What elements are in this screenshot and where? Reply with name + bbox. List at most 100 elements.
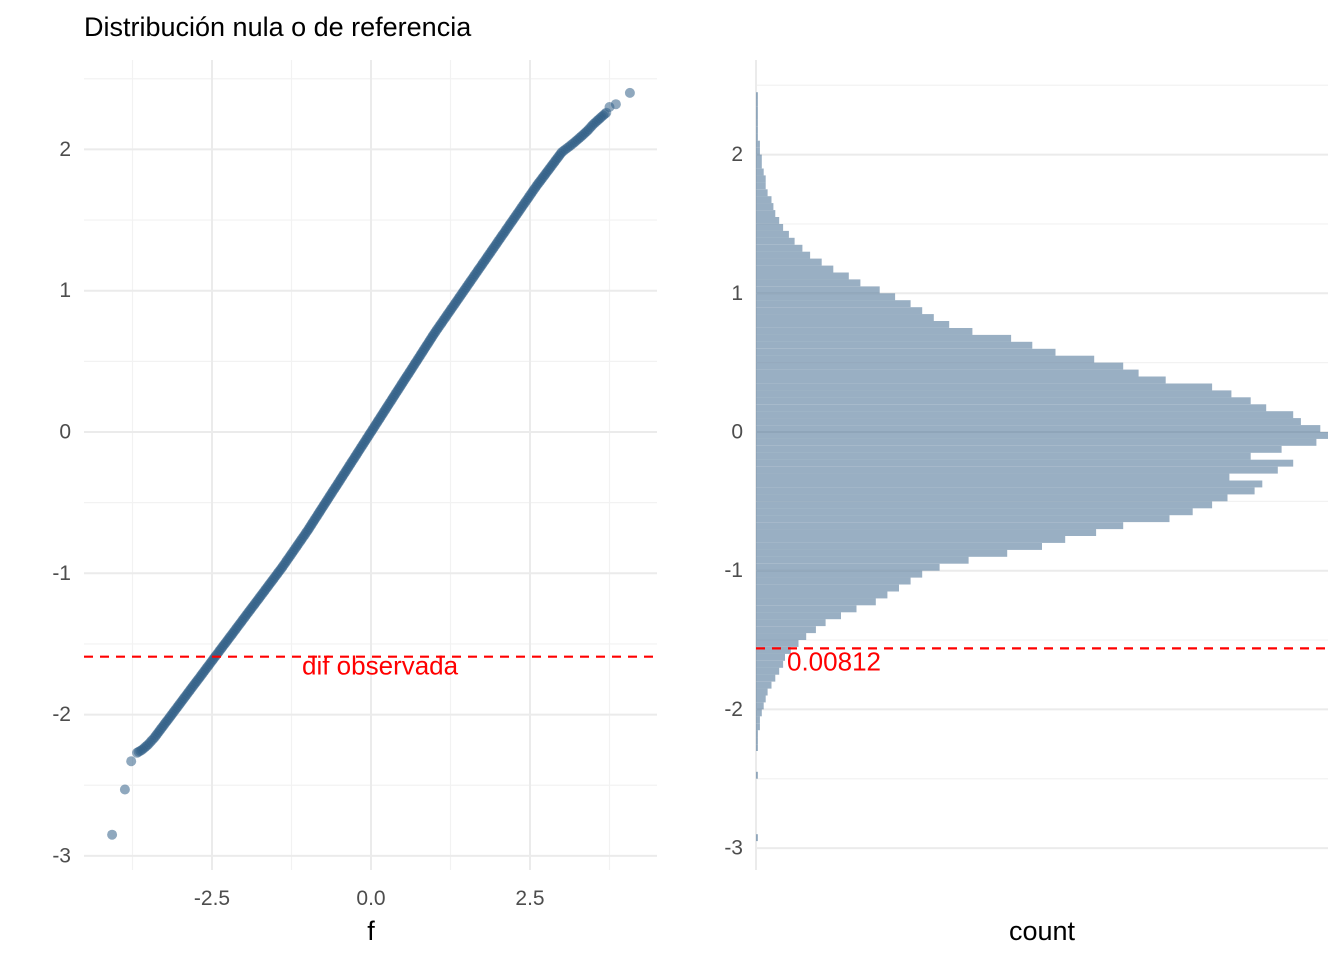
- histogram-bar: [756, 383, 1213, 391]
- histogram-bar: [756, 126, 758, 134]
- chart-title: Distribución nula o de referencia: [84, 12, 472, 42]
- histogram-bar: [756, 106, 758, 113]
- histogram-bar: [756, 737, 758, 744]
- scatter-y-tick-label: -3: [52, 844, 71, 867]
- histogram-bar: [756, 515, 1170, 523]
- histogram-y-tick-label: -1: [724, 559, 743, 582]
- scatter-x-tick-label: 0.0: [356, 887, 385, 910]
- histogram-bar: [756, 577, 911, 585]
- histogram-bar: [756, 251, 811, 259]
- histogram-bar: [756, 563, 940, 571]
- scatter-y-ticks: 2 1 0 -1 -2 -3: [52, 138, 71, 868]
- histogram-bar: [756, 570, 923, 578]
- histogram-bar: [756, 681, 772, 689]
- histogram-bar: [756, 716, 760, 724]
- scatter-points: [107, 87, 635, 840]
- scatter-y-tick-label: 1: [59, 279, 71, 302]
- histogram-bar: [756, 244, 803, 252]
- histogram-bar: [756, 536, 1066, 543]
- histogram-bar: [756, 612, 841, 620]
- observed-value-label: 0.00812: [787, 646, 881, 676]
- histogram-y-tick-label: -3: [724, 837, 743, 860]
- scatter-x-ticks: -2.5 0.0 2.5: [194, 887, 545, 910]
- scatter-point: [610, 99, 621, 110]
- histogram-bar: [756, 99, 758, 106]
- histogram-bar: [756, 161, 762, 169]
- histogram-bar: [756, 660, 784, 668]
- histogram-bar: [756, 674, 776, 682]
- histogram-bar: [756, 119, 758, 127]
- histogram-bar: [756, 362, 1124, 370]
- histogram-bar: [756, 744, 758, 751]
- histogram-bar: [756, 355, 1095, 363]
- histogram-bar: [756, 438, 1317, 446]
- histogram-bar: [756, 286, 880, 294]
- scatter-x-tick-label: -2.5: [194, 887, 230, 910]
- histogram-bar: [756, 432, 1328, 439]
- histogram-bar: [756, 501, 1213, 509]
- histogram-bar: [756, 619, 826, 627]
- scatter-y-tick-label: 0: [59, 421, 71, 444]
- histogram-bar: [756, 667, 780, 675]
- histogram-bar: [756, 390, 1232, 398]
- scatter-point: [624, 87, 635, 98]
- histogram-bar: [756, 584, 899, 592]
- histogram-bar: [756, 203, 774, 210]
- histogram-panel: 0.00812 2 1 0 -1 -2 -3 count: [724, 60, 1328, 946]
- histogram-bar: [756, 140, 760, 148]
- scatter-y-tick-label: -2: [52, 703, 71, 726]
- scatter-y-tick-label: -1: [52, 562, 71, 585]
- histogram-bar: [756, 314, 934, 321]
- histogram-bar: [756, 307, 923, 315]
- histogram-y-tick-label: 0: [731, 421, 743, 444]
- histogram-bar: [756, 258, 822, 266]
- histogram-bar: [756, 640, 799, 647]
- histogram-bar: [756, 556, 969, 564]
- histogram-bar: [756, 321, 950, 328]
- histogram-bar: [756, 730, 758, 738]
- histogram-bar: [756, 543, 1042, 550]
- histogram-bar: [756, 695, 766, 703]
- histogram-bar: [756, 133, 758, 141]
- histogram-bar: [756, 549, 1008, 557]
- histogram-bar: [756, 175, 766, 183]
- histogram-bar: [756, 633, 807, 640]
- scatter-y-tick-label: 2: [59, 138, 71, 161]
- histogram-bar: [756, 411, 1294, 419]
- histogram-bar: [756, 425, 1321, 432]
- histogram-bar: [756, 445, 1282, 453]
- histogram-bar: [756, 480, 1263, 488]
- histogram-bar: [756, 293, 896, 301]
- histogram-bar: [756, 494, 1228, 502]
- histogram-bar: [756, 508, 1193, 516]
- scatter-point: [119, 784, 130, 795]
- scatter-x-tick-label: 2.5: [515, 887, 544, 910]
- histogram-bar: [756, 397, 1251, 405]
- histogram-bar: [756, 113, 758, 120]
- histogram-bar: [756, 709, 762, 717]
- histogram-bar: [756, 272, 849, 280]
- histogram-bar: [756, 189, 768, 197]
- histogram-bar: [756, 522, 1124, 530]
- histogram-bar: [756, 626, 816, 634]
- histogram-bar: [756, 300, 911, 308]
- histogram-y-ticks: 2 1 0 -1 -2 -3: [724, 143, 743, 860]
- scatter-point: [126, 756, 137, 767]
- histogram-bar: [756, 418, 1301, 425]
- scatter-grid: [84, 60, 657, 870]
- histogram-bar: [756, 210, 776, 217]
- histogram-bar: [756, 217, 780, 224]
- histogram-bar: [756, 771, 758, 779]
- histogram-bar: [756, 404, 1267, 412]
- histogram-bar: [756, 473, 1230, 481]
- histogram-bar: [756, 466, 1278, 474]
- histogram-bar: [756, 834, 758, 842]
- histogram-bar: [756, 605, 857, 613]
- histogram-bar: [756, 182, 766, 190]
- histogram-bar: [756, 369, 1139, 377]
- histogram-bar: [756, 723, 760, 731]
- histogram-bar: [756, 154, 762, 162]
- histogram-bar: [756, 279, 861, 287]
- histogram-bar: [756, 598, 876, 606]
- histogram-bar: [756, 334, 1012, 342]
